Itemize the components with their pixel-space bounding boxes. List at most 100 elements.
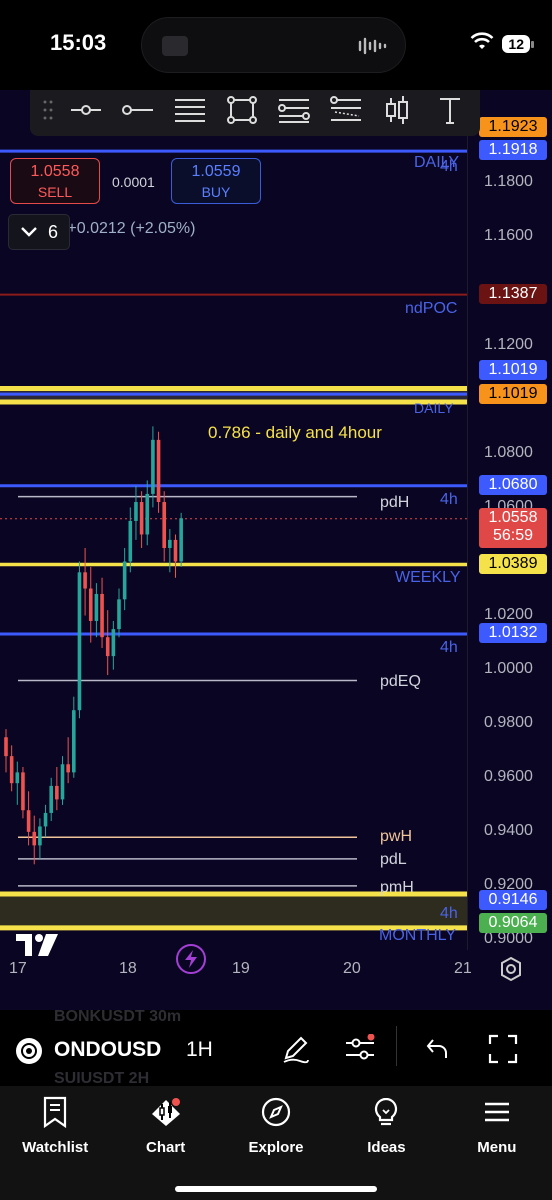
app-icon xyxy=(162,36,188,56)
h4-label-pdh: 4h xyxy=(440,491,458,508)
candle-body xyxy=(43,812,48,827)
candle-body xyxy=(134,502,138,521)
monthly-zone xyxy=(0,894,467,928)
last-price-tag: 1.0558 56:59 xyxy=(479,508,547,548)
candle-body xyxy=(72,710,76,773)
ndpoc-label: ndPOC xyxy=(405,300,458,317)
nav-ideas[interactable]: Ideas xyxy=(331,1086,441,1200)
battery-icon: 12 xyxy=(502,34,534,53)
pdh-label: pdH xyxy=(380,494,410,511)
layers-toggle-button[interactable]: 6 xyxy=(8,214,70,250)
h4-label-mid: 4h xyxy=(440,639,458,656)
daily-label-top: DAILY xyxy=(414,154,460,171)
fib-retracement-icon[interactable] xyxy=(268,90,320,130)
compass-icon xyxy=(260,1096,292,1133)
horizontal-line-icon[interactable] xyxy=(112,90,164,130)
price-tick: 1.1600 xyxy=(484,227,533,244)
fib-extension-icon[interactable] xyxy=(320,90,372,130)
candle-body xyxy=(15,772,20,784)
pmh-label: pmH xyxy=(380,879,414,896)
candles-icon[interactable] xyxy=(372,90,424,130)
price-tick: 0.9200 xyxy=(484,876,533,893)
pdeq-label: pdEQ xyxy=(380,673,421,690)
home-indicator xyxy=(175,1186,377,1192)
time-tick: 17 xyxy=(9,960,27,977)
h4-label-bottom: 4h xyxy=(440,905,458,922)
price-tick: 0.9600 xyxy=(484,768,533,785)
status-time: 15:03 xyxy=(50,30,107,55)
candle-body xyxy=(179,518,183,562)
undo-icon[interactable] xyxy=(425,1034,449,1069)
candle-body xyxy=(145,493,150,535)
rectangle-icon[interactable] xyxy=(216,90,268,130)
symbol-logo-icon xyxy=(16,1038,42,1064)
watchlist-icon xyxy=(41,1096,69,1133)
fullscreen-icon[interactable] xyxy=(488,1034,518,1069)
candle-body xyxy=(38,826,42,846)
candle-body xyxy=(77,572,82,711)
candle-body xyxy=(60,764,65,800)
price-tag: 1.1019 xyxy=(479,384,547,404)
spread-value: 0.0001 xyxy=(112,174,155,190)
nav-chart[interactable]: Chart xyxy=(110,1086,220,1200)
price-tick: 0.9800 xyxy=(484,714,533,731)
price-tick: 1.1800 xyxy=(484,173,533,190)
daily-label-mid: DAILY xyxy=(414,400,454,416)
parallel-lines-icon[interactable] xyxy=(164,90,216,130)
candle-body xyxy=(32,831,37,846)
horizontal-ray-icon[interactable] xyxy=(60,90,112,130)
chart-canvas[interactable] xyxy=(0,90,552,1010)
pdl-label: pdL xyxy=(380,851,407,868)
weekly-label: WEEKLY xyxy=(395,569,461,586)
candle-body xyxy=(128,520,133,562)
chart-icon xyxy=(150,1096,182,1133)
candle-body xyxy=(173,539,178,562)
symbol-selector[interactable]: ONDOUSD xyxy=(54,1038,162,1061)
interval-selector[interactable]: 1H xyxy=(186,1038,213,1061)
candle-body xyxy=(9,756,14,784)
price-tag: 1.1923 xyxy=(479,117,547,137)
sell-button[interactable]: 1.0558 SELL xyxy=(10,158,100,204)
price-tag: 1.1387 xyxy=(479,284,547,304)
draw-pen-icon[interactable] xyxy=(282,1034,310,1069)
candle-body xyxy=(94,593,99,621)
candle-body xyxy=(139,502,144,535)
nav-label: Ideas xyxy=(367,1139,406,1156)
bottom-nav: Watchlist Chart Explore Ideas Menu xyxy=(0,1086,552,1200)
price-tag: 1.0680 xyxy=(479,475,547,495)
candle-body xyxy=(111,629,116,657)
chart-area[interactable]: 1.0558 +0.0212 (+2.05%) 1.0558 xyxy=(0,90,552,1010)
nav-watchlist[interactable]: Watchlist xyxy=(0,1086,110,1200)
candle-body xyxy=(122,561,127,600)
nav-explore[interactable]: Explore xyxy=(221,1086,331,1200)
price-tag: 1.0132 xyxy=(479,623,547,643)
monthly-label: MONTHLY xyxy=(379,927,457,944)
lightbulb-icon xyxy=(372,1096,400,1133)
price-tick: 1.0800 xyxy=(484,444,533,461)
text-icon[interactable] xyxy=(424,90,476,130)
nav-menu[interactable]: Menu xyxy=(442,1086,552,1200)
tradingview-logo xyxy=(16,934,58,961)
chart-settings-icon[interactable] xyxy=(498,956,524,987)
drag-handle-icon[interactable] xyxy=(36,92,60,128)
candle-body xyxy=(55,785,59,800)
wifi-icon xyxy=(470,32,494,55)
buy-button[interactable]: 1.0559 BUY xyxy=(171,158,261,204)
candle-body xyxy=(105,637,110,657)
divider xyxy=(396,1026,397,1066)
last-price: 1.0558 xyxy=(488,509,538,526)
nav-label: Explore xyxy=(248,1139,304,1156)
candle-body xyxy=(156,439,161,503)
candle-body xyxy=(26,810,31,832)
candle-body xyxy=(4,737,8,757)
candle-countdown: 56:59 xyxy=(492,527,534,544)
time-tick: 20 xyxy=(343,960,361,977)
h4-label-top: 4h xyxy=(440,158,458,175)
flash-icon[interactable] xyxy=(176,944,206,974)
time-tick: 18 xyxy=(119,960,137,977)
drawing-toolbar xyxy=(30,90,480,136)
dynamic-island xyxy=(141,17,406,73)
nav-label: Watchlist xyxy=(22,1139,89,1156)
indicators-icon[interactable] xyxy=(344,1033,376,1069)
time-tick: 19 xyxy=(232,960,250,977)
